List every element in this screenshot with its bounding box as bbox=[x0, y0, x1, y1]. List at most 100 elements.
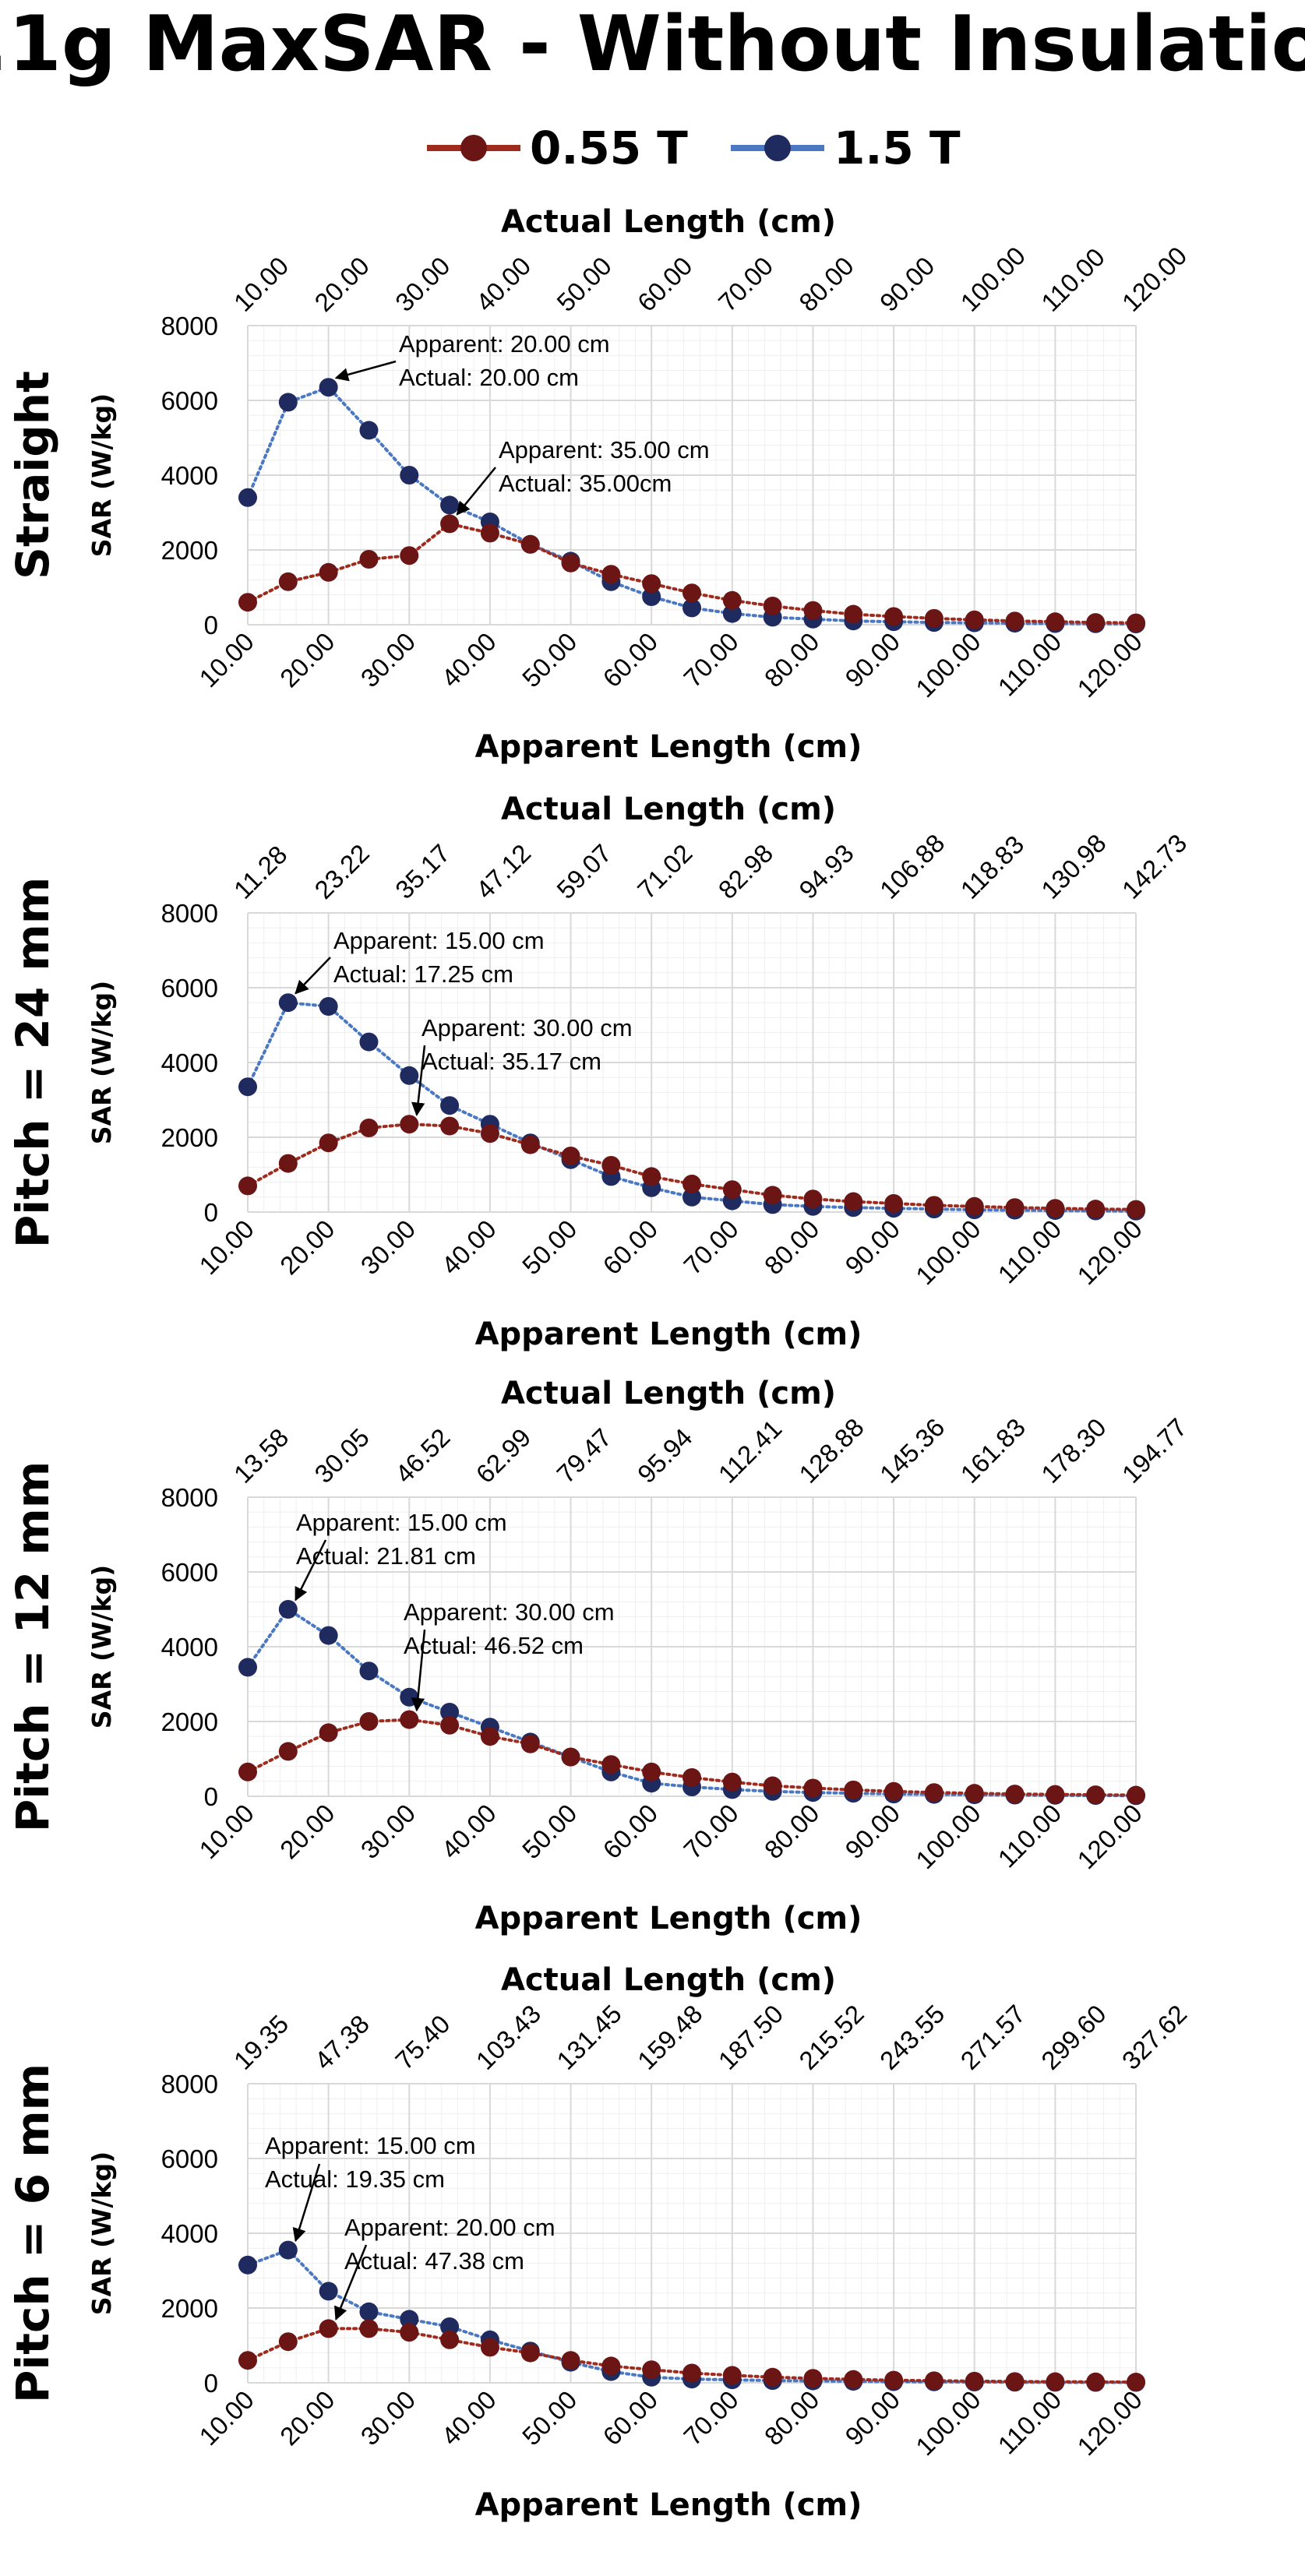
annotation-arrow bbox=[334, 2244, 368, 2321]
x-tick-label: 50.00 bbox=[517, 1214, 583, 1281]
annotation-line2: Actual: 21.81 cm bbox=[296, 1542, 476, 1570]
x-tick-label: 90.00 bbox=[839, 627, 905, 693]
x-axis-title: Apparent Length (cm) bbox=[475, 729, 862, 765]
x-tick-label: 30.00 bbox=[355, 2385, 421, 2451]
top-tick-label: 110.00 bbox=[1035, 242, 1110, 317]
top-tick-label: 187.50 bbox=[713, 1999, 789, 2075]
annotation-line1: Apparent: 20.00 cm bbox=[344, 2214, 556, 2241]
data-point-055t bbox=[803, 1778, 823, 1798]
data-point-055t bbox=[722, 1772, 742, 1792]
data-point-055t bbox=[844, 604, 863, 624]
top-tick-label: 327.62 bbox=[1116, 1999, 1193, 2075]
y-axis-title: SAR (W/kg) bbox=[86, 1565, 117, 1728]
top-tick-label: 11.28 bbox=[228, 840, 293, 904]
data-point-055t bbox=[884, 607, 904, 626]
annotation-arrow bbox=[334, 360, 397, 382]
data-point-055t bbox=[642, 1167, 661, 1186]
data-point-055t bbox=[601, 1156, 621, 1175]
top-tick-label: 30.00 bbox=[390, 251, 456, 317]
x-tick-label: 60.00 bbox=[598, 1214, 664, 1281]
data-point-055t bbox=[319, 562, 338, 582]
data-point-055t bbox=[561, 1147, 580, 1165]
top-tick-label: 120.00 bbox=[1116, 241, 1193, 317]
row-label: Pitch = 24 mm bbox=[6, 877, 59, 1249]
top-tick-label: 103.43 bbox=[471, 1999, 547, 2075]
data-point-15t bbox=[400, 466, 419, 485]
data-point-055t bbox=[400, 546, 419, 566]
data-point-055t bbox=[1127, 613, 1145, 633]
data-point-055t bbox=[1046, 1199, 1065, 1218]
data-point-055t bbox=[480, 2338, 499, 2357]
x-tick-label: 40.00 bbox=[436, 627, 502, 693]
x-tick-label: 40.00 bbox=[436, 2385, 502, 2451]
annotation-line1: Apparent: 15.00 cm bbox=[333, 927, 545, 954]
annotation-line1: Apparent: 20.00 cm bbox=[399, 330, 610, 358]
data-point-055t bbox=[763, 2367, 782, 2387]
x-tick-label: 110.00 bbox=[993, 2385, 1067, 2460]
x-tick-label: 120.00 bbox=[1071, 627, 1148, 703]
data-point-055t bbox=[601, 1755, 621, 1774]
x-tick-label: 40.00 bbox=[436, 1799, 502, 1865]
x-tick-label: 80.00 bbox=[759, 2385, 825, 2451]
y-tick-label: 6000 bbox=[161, 1558, 218, 1587]
data-point-15t bbox=[682, 1187, 701, 1207]
data-point-055t bbox=[1127, 1785, 1145, 1805]
data-point-055t bbox=[278, 1154, 298, 1173]
data-point-055t bbox=[642, 2360, 661, 2380]
x-tick-label: 120.00 bbox=[1071, 1214, 1148, 1291]
top-tick-label: 106.88 bbox=[874, 828, 951, 904]
data-point-055t bbox=[763, 1776, 782, 1795]
data-point-055t bbox=[1005, 2372, 1025, 2391]
x-tick-label: 70.00 bbox=[678, 627, 744, 693]
x-tick-label: 30.00 bbox=[355, 1799, 421, 1865]
y-axis-title: SAR (W/kg) bbox=[86, 2151, 117, 2315]
data-point-055t bbox=[924, 1196, 943, 1215]
top-axis-title: Actual Length (cm) bbox=[501, 204, 836, 240]
data-point-055t bbox=[238, 1762, 257, 1781]
x-tick-label: 80.00 bbox=[759, 627, 825, 693]
data-point-055t bbox=[924, 608, 943, 628]
annotation-line2: Actual: 46.52 cm bbox=[404, 1632, 584, 1659]
y-tick-label: 2000 bbox=[161, 1707, 218, 1736]
top-tick-label: 62.99 bbox=[471, 1422, 537, 1489]
x-tick-label: 70.00 bbox=[678, 1214, 744, 1281]
y-tick-label: 8000 bbox=[161, 2070, 218, 2099]
x-tick-label: 90.00 bbox=[839, 2385, 905, 2451]
y-axis-title: SAR (W/kg) bbox=[86, 981, 117, 1144]
data-point-15t bbox=[440, 495, 460, 515]
annotation-arrow bbox=[456, 467, 496, 516]
x-axis-title: Apparent Length (cm) bbox=[475, 1316, 862, 1352]
top-tick-label: 23.22 bbox=[309, 838, 375, 904]
data-point-055t bbox=[965, 1784, 984, 1803]
chart-panel-1: Straight SAR (W/kg) 0 2000 4000 6000 8000 10.00… bbox=[6, 204, 1192, 765]
data-point-055t bbox=[1005, 1785, 1025, 1804]
top-tick-label: 194.77 bbox=[1116, 1412, 1193, 1489]
data-point-055t bbox=[440, 1116, 460, 1136]
x-tick-label: 110.00 bbox=[993, 627, 1067, 702]
data-point-055t bbox=[1005, 1198, 1025, 1218]
x-tick-label: 100.00 bbox=[910, 2385, 986, 2461]
data-point-15t bbox=[359, 421, 379, 440]
x-tick-label: 80.00 bbox=[759, 1214, 825, 1281]
data-point-055t bbox=[1086, 1785, 1106, 1805]
data-point-055t bbox=[1005, 611, 1025, 631]
legend-item-055t: 0.55 T bbox=[427, 122, 688, 174]
data-point-055t bbox=[1086, 2372, 1106, 2391]
y-tick-label: 4000 bbox=[161, 1048, 218, 1077]
y-tick-label: 4000 bbox=[161, 1633, 218, 1662]
annotation-line1: Apparent: 35.00 cm bbox=[499, 436, 710, 463]
legend-label-055t: 0.55 T bbox=[530, 122, 688, 174]
annotation-arrow bbox=[295, 1539, 327, 1602]
data-point-055t bbox=[400, 2323, 419, 2342]
data-point-055t bbox=[722, 2366, 742, 2385]
data-point-055t bbox=[359, 1712, 379, 1731]
data-point-055t bbox=[440, 1715, 460, 1735]
data-point-055t bbox=[722, 590, 742, 610]
data-point-055t bbox=[1086, 613, 1106, 633]
data-point-055t bbox=[359, 550, 379, 569]
top-tick-label: 80.00 bbox=[793, 251, 859, 317]
y-tick-label: 2000 bbox=[161, 536, 218, 565]
data-point-15t bbox=[359, 1032, 379, 1052]
